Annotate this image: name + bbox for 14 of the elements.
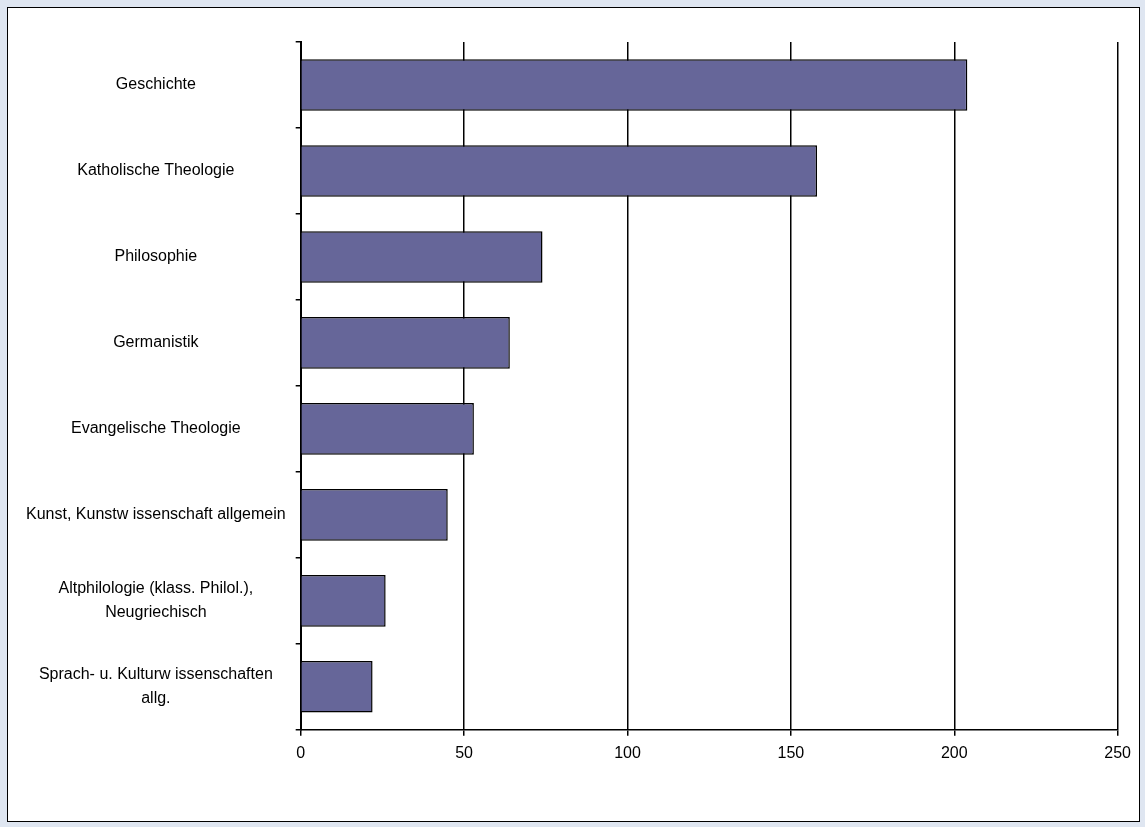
y-tick-label: Kunst, Kunstw issenschaft allgemein xyxy=(26,505,286,523)
y-tick-label: Philosophie xyxy=(114,247,198,265)
y-tick-label: Evangelische Theologie xyxy=(71,419,241,437)
y-tick-label: Katholische Theologie xyxy=(77,161,235,179)
x-tick-label: 100 xyxy=(614,743,641,761)
x-tick-label: 150 xyxy=(777,743,805,761)
x-tick-label: 200 xyxy=(940,743,968,761)
y-tick-label: Germanistik xyxy=(113,333,200,351)
x-tick-label: 0 xyxy=(296,743,306,761)
x-tick-label: 50 xyxy=(455,743,474,761)
y-tick-label: Sprach- u. Kulturw issenschaften allg. xyxy=(38,665,273,707)
x-tick-label: 250 xyxy=(1104,743,1132,761)
y-tick-label: Altphilologie (klass. Philol.), Neugriechisch xyxy=(58,579,254,621)
y-tick-label: Geschichte xyxy=(115,75,196,93)
